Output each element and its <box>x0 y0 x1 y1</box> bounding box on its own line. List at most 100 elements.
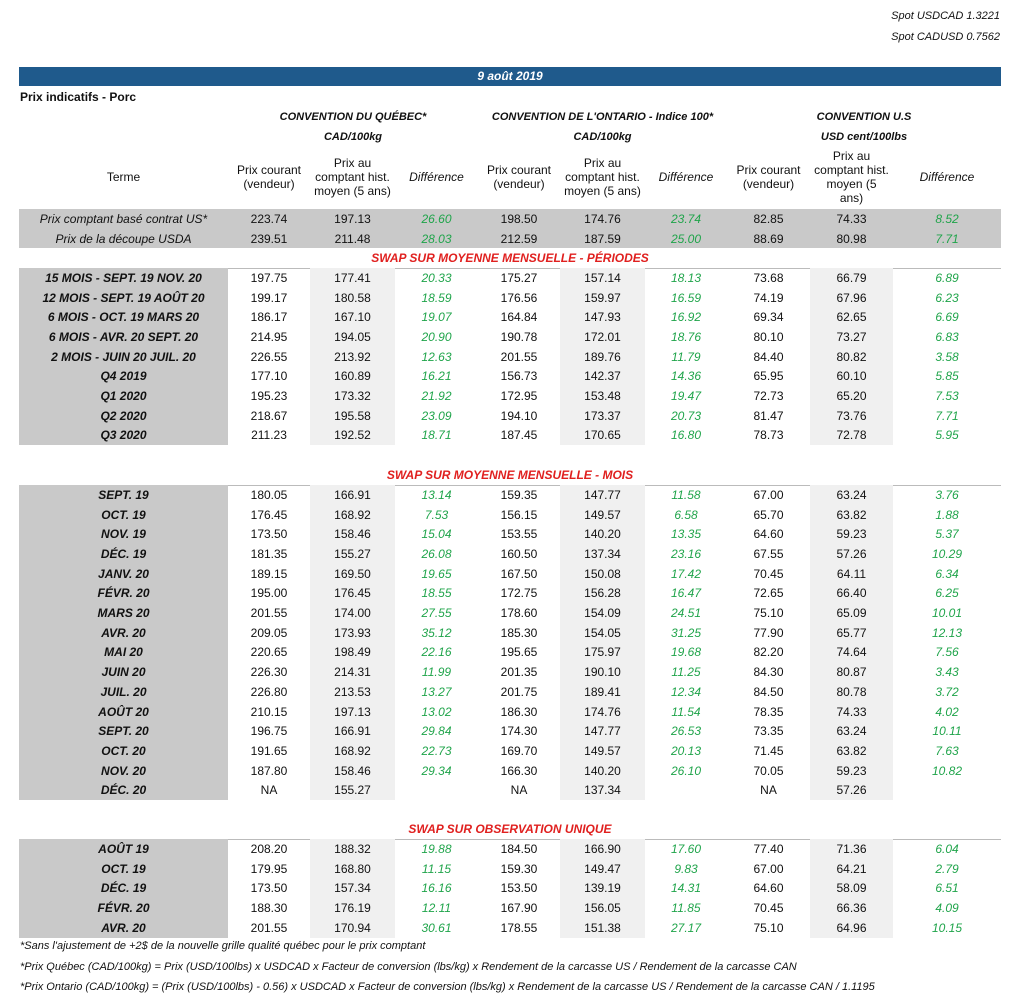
difference: 26.08 <box>421 546 452 561</box>
difference: 16.80 <box>670 428 702 443</box>
difference: 23.74 <box>670 212 702 226</box>
difference: 30.61 <box>421 920 452 935</box>
difference: 14.36 <box>670 369 702 384</box>
price: 209.05 <box>250 625 288 640</box>
price: 157.14 <box>584 270 621 285</box>
row-label: MAI 20 <box>104 645 143 660</box>
difference: 1.88 <box>935 507 959 522</box>
row-label: OCT. 19 <box>101 507 146 522</box>
label-column <box>19 839 228 938</box>
price: 154.09 <box>584 606 621 621</box>
price: 196.75 <box>250 724 288 739</box>
difference: 29.34 <box>421 763 452 778</box>
difference: 6.51 <box>935 881 959 896</box>
price: 181.35 <box>250 546 288 561</box>
price: 80.78 <box>836 684 867 699</box>
section-title: SWAP SUR MOYENNE MENSUELLE - MOIS <box>386 468 634 482</box>
row-label: AVR. 20 <box>101 920 146 935</box>
shade <box>560 485 645 801</box>
row-label: MARS 20 <box>97 606 150 621</box>
price: 156.73 <box>500 369 538 384</box>
price: 137.34 <box>584 783 621 798</box>
difference: 6.34 <box>935 566 959 581</box>
price: 71.45 <box>753 743 784 758</box>
price: 195.23 <box>250 389 288 404</box>
price: 187.45 <box>500 428 538 443</box>
difference: 28.03 <box>421 231 452 246</box>
price: 159.30 <box>500 861 538 876</box>
price: 160.89 <box>334 369 371 384</box>
difference: 23.09 <box>421 408 452 423</box>
price: 226.30 <box>250 665 288 680</box>
difference: 7.63 <box>935 743 959 758</box>
price: 153.50 <box>500 881 538 896</box>
difference: 20.90 <box>421 329 452 344</box>
price: 174.30 <box>500 724 538 739</box>
difference: 16.21 <box>421 369 452 384</box>
price: 74.19 <box>753 290 784 305</box>
row-label: 15 MOIS - SEPT. 19 NOV. 20 <box>45 270 202 285</box>
difference: 25.00 <box>670 231 702 246</box>
difference: 18.71 <box>421 428 452 443</box>
difference: 3.76 <box>935 487 959 502</box>
footnote: *Sans l'ajustement de +2$ de la nouvelle… <box>20 940 426 952</box>
difference: 20.13 <box>670 743 702 758</box>
price: 164.84 <box>500 310 538 325</box>
difference: 9.83 <box>674 861 698 876</box>
difference: 27.55 <box>421 606 452 621</box>
difference: 16.92 <box>670 310 702 325</box>
price: 67.55 <box>753 546 784 561</box>
difference: 27.17 <box>670 920 702 935</box>
difference: 24.51 <box>670 606 702 621</box>
subtitle: Prix indicatifs - Porc <box>20 90 137 104</box>
price: 147.77 <box>584 724 621 739</box>
difference: 5.85 <box>935 369 959 384</box>
price: 177.41 <box>334 270 371 285</box>
difference: 20.73 <box>670 408 702 423</box>
price: 197.13 <box>334 212 371 226</box>
row-label: NOV. 20 <box>101 763 146 778</box>
row-label: AOÛT 20 <box>98 704 149 719</box>
difference: 11.58 <box>671 487 701 502</box>
price: 74.64 <box>836 645 867 660</box>
difference: 19.65 <box>421 566 452 581</box>
price: 84.40 <box>753 349 784 364</box>
price: 159.35 <box>500 487 538 502</box>
difference: 17.60 <box>670 841 702 856</box>
shade <box>560 268 645 446</box>
difference: 11.54 <box>671 704 701 719</box>
row-label: DÉC. 19 <box>100 546 147 561</box>
difference: 20.33 <box>421 270 452 285</box>
price: 218.67 <box>250 408 288 423</box>
price: NA <box>760 783 777 798</box>
price: 63.82 <box>836 743 867 758</box>
price: 201.55 <box>500 349 538 364</box>
convention-title: CONVENTION DE L'ONTARIO - Indice 100* <box>491 111 714 123</box>
price: 157.34 <box>334 881 371 896</box>
price: 185.30 <box>500 625 538 640</box>
difference: 19.68 <box>670 645 702 660</box>
price: 201.55 <box>250 606 288 621</box>
difference: 6.89 <box>935 270 959 285</box>
price: 187.80 <box>250 763 288 778</box>
difference: 16.47 <box>670 586 702 601</box>
shade <box>810 268 893 446</box>
price: 176.45 <box>334 586 371 601</box>
column-header: Prix au comptant hist. moyen (5 ans) <box>314 156 391 198</box>
price: 140.20 <box>584 527 621 542</box>
price: 195.65 <box>500 645 538 660</box>
difference: 12.34 <box>670 684 702 699</box>
price: 147.77 <box>584 487 621 502</box>
price: 77.90 <box>753 625 784 640</box>
convention-title: CONVENTION U.S <box>816 111 912 123</box>
price: 155.27 <box>334 783 371 798</box>
price: 80.82 <box>836 349 867 364</box>
difference: 6.58 <box>674 507 698 522</box>
price: NA <box>260 783 278 798</box>
price: 211.48 <box>334 231 371 246</box>
convention-unit: CAD/100kg <box>323 131 383 143</box>
difference: 13.02 <box>421 704 452 719</box>
row-label: SEPT. 19 <box>98 487 149 502</box>
price: 80.87 <box>836 665 867 680</box>
price: 197.13 <box>334 704 371 719</box>
